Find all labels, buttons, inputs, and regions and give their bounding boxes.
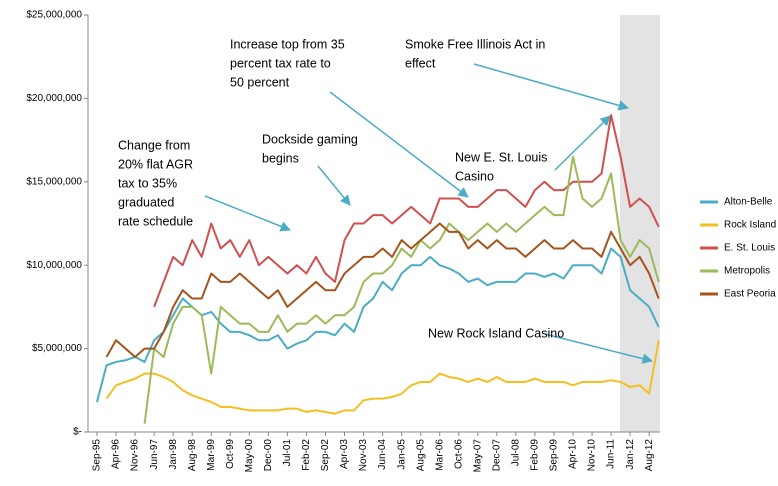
x-tick-label: May-07 xyxy=(472,439,483,473)
x-tick-label: Mar-99 xyxy=(206,439,217,471)
arrow xyxy=(544,333,654,364)
x-tick-label: Jan-98 xyxy=(168,439,179,470)
x-tick-label: Sep-09 xyxy=(549,439,560,472)
annotation: Increase top from 35 xyxy=(230,37,345,51)
y-tick-label: $25,000,000 xyxy=(26,10,82,21)
arrow xyxy=(317,165,351,206)
x-tick-label: Dec-07 xyxy=(491,439,502,472)
annotation: Dockside gaming xyxy=(262,132,358,146)
x-tick-label: Dec-00 xyxy=(263,439,274,472)
arrow xyxy=(329,91,469,198)
y-tick-label: $- xyxy=(73,427,82,438)
x-tick-label: Nov-96 xyxy=(130,439,141,472)
legend-label: Metropolis xyxy=(724,266,770,277)
annotation: Smoke Free Illinois Act in xyxy=(405,37,545,51)
annotation: percent tax rate to xyxy=(230,56,331,70)
x-tick-label: Oct-06 xyxy=(453,439,464,469)
x-tick-label: Jan-05 xyxy=(396,439,407,470)
x-tick-label: Jun-97 xyxy=(149,439,160,470)
y-tick-label: $15,000,000 xyxy=(26,176,82,187)
x-tick-label: Jan-12 xyxy=(625,439,636,470)
annotation: tax to 35% xyxy=(118,176,177,190)
x-tick-label: Jul-08 xyxy=(511,439,522,467)
annotation-arrows xyxy=(204,63,654,364)
series-line xyxy=(143,155,660,424)
series-line xyxy=(105,222,660,358)
x-tick-label: Apr-10 xyxy=(568,439,579,469)
annotation: New Rock Island Casino xyxy=(428,326,564,340)
x-tick-label: Feb-02 xyxy=(301,439,312,471)
y-tick-label: $10,000,000 xyxy=(26,260,82,271)
x-tick-label: Nov-10 xyxy=(587,439,598,472)
x-tick-label: Apr-03 xyxy=(339,439,350,469)
y-tick-label: $5,000,000 xyxy=(32,343,82,354)
annotation: Casino xyxy=(455,169,494,183)
legend-label: E. St. Louis xyxy=(724,243,775,254)
x-tick-label: May-00 xyxy=(244,439,255,473)
annotation: Change from xyxy=(118,138,190,152)
y-tick-label: $20,000,000 xyxy=(26,93,82,104)
series-line xyxy=(105,340,660,415)
series-line xyxy=(96,247,660,403)
annotation: New E. St. Louis xyxy=(455,150,547,164)
x-tick-label: Sep-02 xyxy=(320,439,331,472)
annotation: effect xyxy=(405,56,436,70)
x-tick-label: Jun-04 xyxy=(377,439,388,470)
annotation: 50 percent xyxy=(230,75,290,89)
annotation: 20% flat AGR xyxy=(118,157,193,171)
x-tick-label: Jul-01 xyxy=(282,439,293,467)
annotation: rate schedule xyxy=(118,214,193,228)
x-tick-label: Jun-11 xyxy=(606,439,617,469)
annotation: begins xyxy=(262,151,299,165)
arrow xyxy=(204,195,291,232)
series-line xyxy=(153,114,660,308)
annotation: graduated xyxy=(118,195,174,209)
legend-label: East Peoria xyxy=(724,289,776,300)
x-tick-label: Mar-06 xyxy=(434,439,445,471)
legend-label: Alton-Belle xyxy=(724,197,773,208)
x-tick-label: Feb-09 xyxy=(530,439,541,471)
x-tick-label: Sep-95 xyxy=(92,439,103,472)
x-tick-label: Nov-03 xyxy=(358,439,369,472)
x-tick-label: Aug-05 xyxy=(415,439,426,472)
x-tick-label: Oct-99 xyxy=(225,439,236,469)
x-tick-label: Aug-12 xyxy=(644,439,655,472)
x-tick-label: Apr-96 xyxy=(111,439,122,469)
x-tick-label: Aug-98 xyxy=(187,439,198,472)
shaded-region xyxy=(620,15,660,432)
arrow xyxy=(473,63,630,111)
arrow xyxy=(554,115,611,171)
legend-label: Rock Island xyxy=(724,220,776,231)
